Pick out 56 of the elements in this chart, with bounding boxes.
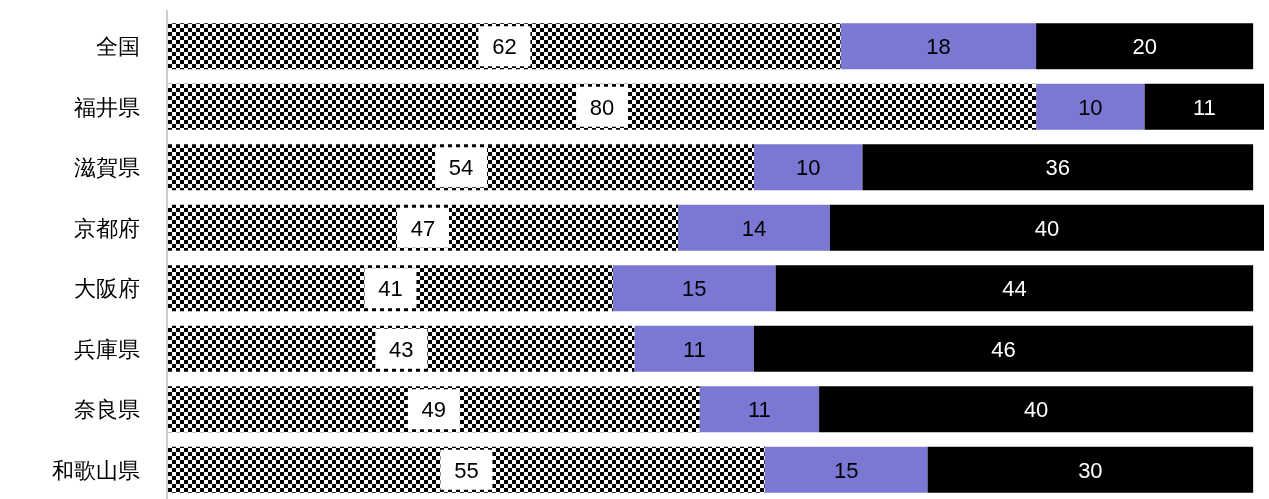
y-tick-label: 大阪府: [74, 276, 140, 302]
bar: [927, 446, 1254, 493]
bar: [168, 144, 754, 191]
data-label: 40: [1023, 397, 1049, 423]
bar: [764, 446, 928, 493]
data-label: 11: [747, 397, 771, 423]
bar: [862, 144, 1254, 191]
data-label: 54: [448, 155, 474, 181]
bar: [168, 265, 613, 312]
bar: [775, 265, 1254, 312]
data-label: 14: [741, 215, 767, 241]
data-label: 55: [454, 457, 479, 483]
data-label: 41: [378, 276, 403, 302]
data-label: 10: [1078, 94, 1103, 120]
data-label: 15: [833, 457, 859, 483]
bar: [168, 446, 765, 493]
data-label: 20: [1132, 34, 1157, 60]
bar: [1144, 83, 1264, 130]
data-label: 62: [492, 34, 517, 60]
bar: [819, 386, 1254, 433]
bar: [634, 325, 754, 372]
bar: [753, 325, 1254, 372]
data-label: 10: [796, 155, 821, 181]
bar: [753, 144, 863, 191]
bar: [840, 23, 1037, 70]
data-label: 80: [589, 94, 615, 120]
y-tick-label: 全国: [96, 34, 140, 60]
y-tick-label: 京都府: [74, 215, 140, 241]
data-label: 44: [1002, 276, 1027, 302]
data-label: 36: [1045, 155, 1071, 181]
data-label: 43: [389, 336, 414, 362]
bar: [168, 325, 635, 372]
bar: [1036, 23, 1254, 70]
data-label: 30: [1078, 457, 1103, 483]
bar: [1036, 83, 1145, 130]
data-label: 11: [682, 336, 706, 362]
data-label: 49: [421, 397, 447, 423]
data-label: 46: [991, 336, 1016, 362]
bar: [168, 386, 700, 433]
data-label: 47: [410, 215, 436, 241]
bar: [612, 265, 776, 312]
y-tick-label: 奈良県: [74, 397, 140, 423]
bar: [168, 23, 841, 70]
bar: [699, 386, 820, 433]
y-tick-label: 和歌山県: [52, 457, 140, 483]
bar: [168, 83, 1037, 130]
bar: [168, 204, 679, 251]
data-label: 18: [926, 34, 951, 60]
y-tick-label: 滋賀県: [74, 155, 140, 181]
y-tick-label: 兵庫県: [74, 336, 140, 362]
data-label: 15: [682, 276, 707, 302]
data-label: 11: [1192, 94, 1216, 120]
data-label: 40: [1034, 215, 1060, 241]
bar: [678, 204, 830, 251]
y-tick-label: 福井県: [74, 94, 140, 120]
bar: [829, 204, 1264, 251]
